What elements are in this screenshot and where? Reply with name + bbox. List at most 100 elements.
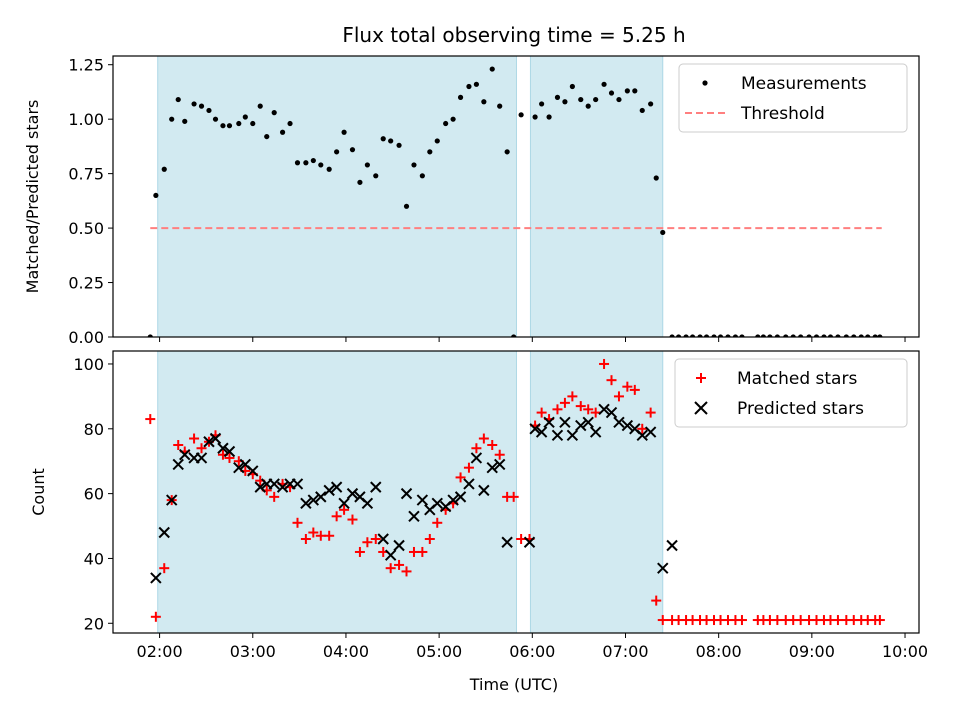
predicted-star-marker xyxy=(223,445,236,458)
predicted-star-marker xyxy=(416,494,429,506)
measurement-point xyxy=(632,88,638,94)
measurement-point xyxy=(373,173,379,179)
measurement-point xyxy=(593,96,599,103)
y-tick-label: 1.00 xyxy=(68,110,104,129)
observing-window-band xyxy=(529,350,664,634)
predicted-star-marker xyxy=(247,465,259,477)
measurement-point xyxy=(310,157,316,164)
measurement-point xyxy=(585,103,591,109)
measurement-point xyxy=(457,94,464,100)
axes-frame xyxy=(112,350,920,634)
predicted-star-marker xyxy=(454,491,467,503)
y-tick-label: 0.75 xyxy=(68,165,104,184)
matched-star-marker xyxy=(657,615,668,626)
predicted-star-marker xyxy=(529,423,541,435)
predicted-star-marker xyxy=(523,536,536,548)
predicted-star-marker xyxy=(575,419,587,432)
predicted-star-marker xyxy=(400,487,413,500)
matched-star-marker xyxy=(455,472,466,483)
matched-star-marker xyxy=(189,433,200,444)
measurement-point xyxy=(858,334,864,337)
measurement-point xyxy=(569,83,575,90)
predicted-star-marker xyxy=(644,426,657,438)
predicted-star-marker xyxy=(447,494,459,506)
measurement-point xyxy=(711,334,717,337)
measurement-point xyxy=(806,334,812,337)
measurement-point xyxy=(518,112,524,118)
predicted-star-marker xyxy=(217,442,229,454)
x-tick-label: 05:00 xyxy=(416,642,462,661)
predicted-star-marker xyxy=(370,481,382,493)
measurement-point xyxy=(683,334,689,337)
measurement-point xyxy=(349,147,356,153)
measurement-point xyxy=(624,88,630,94)
predicted-star-marker xyxy=(478,484,490,497)
measurement-point xyxy=(294,160,301,166)
legend-label: Matched stars xyxy=(737,369,857,389)
measurement-point xyxy=(357,179,363,185)
matched-star-marker xyxy=(874,615,885,626)
measurement-point xyxy=(717,334,724,337)
matched-star-marker xyxy=(347,514,358,525)
measurement-point xyxy=(303,160,309,166)
matched-star-marker xyxy=(173,440,184,450)
measurement-point xyxy=(827,334,834,337)
matched-star-marker xyxy=(622,381,633,392)
measurement-point xyxy=(539,101,545,107)
measurement-point xyxy=(427,149,433,155)
measurement-point xyxy=(697,334,703,337)
matched-star-marker xyxy=(394,559,405,570)
x-tick-label: 03:00 xyxy=(230,642,276,661)
matched-star-marker xyxy=(196,443,207,454)
predicted-star-marker xyxy=(551,429,564,441)
measurement-point xyxy=(865,334,871,337)
matched-star-marker xyxy=(408,546,419,557)
measurement-point xyxy=(532,114,538,120)
matched-star-marker xyxy=(583,404,594,415)
matched-star-marker xyxy=(629,384,640,395)
matched-star-marker xyxy=(478,433,489,444)
measurement-point xyxy=(153,192,159,199)
measurement-point xyxy=(380,136,386,142)
matched-star-marker xyxy=(590,407,601,418)
matched-star-marker xyxy=(385,563,396,574)
measurement-point xyxy=(318,162,324,168)
measurement-point xyxy=(843,334,849,337)
measurement-point xyxy=(287,120,293,127)
measurement-point xyxy=(669,334,675,337)
measurement-point xyxy=(675,334,682,337)
measurement-point xyxy=(182,118,188,124)
predicted-star-marker xyxy=(431,497,443,510)
predicted-star-marker xyxy=(636,429,648,441)
legend: Matched stars Predicted stars xyxy=(674,358,908,428)
predicted-star-marker xyxy=(338,497,350,510)
predicted-star-marker xyxy=(165,494,178,506)
matched-star-marker xyxy=(508,491,519,502)
measurement-point xyxy=(554,94,561,100)
matched-star-marker xyxy=(645,407,656,418)
legend-marker-predicted xyxy=(694,401,708,415)
predicted-star-marker xyxy=(268,478,280,490)
matched-star-marker xyxy=(224,452,235,463)
measurement-point xyxy=(616,96,622,103)
measurement-point xyxy=(473,81,479,87)
predicted-star-marker xyxy=(172,458,184,471)
predicted-star-marker xyxy=(657,562,669,574)
measurement-point xyxy=(236,120,242,127)
matched-star-marker xyxy=(599,358,610,369)
measurement-point xyxy=(264,133,270,140)
measurement-point xyxy=(703,334,710,337)
predicted-star-marker xyxy=(470,452,483,464)
legend-marker-matched xyxy=(696,373,706,383)
measurement-point xyxy=(601,81,607,87)
x-axis-label: Time (UTC) xyxy=(469,675,558,694)
predicted-star-marker xyxy=(346,487,359,500)
predicted-star-marker xyxy=(209,432,222,445)
measurement-point xyxy=(774,334,780,337)
matched-star-marker xyxy=(315,530,326,541)
matched-star-marker xyxy=(339,504,350,515)
measurement-point xyxy=(497,103,503,109)
measurement-point xyxy=(562,99,568,105)
measurement-point xyxy=(257,103,263,109)
predicted-star-marker xyxy=(535,426,548,438)
